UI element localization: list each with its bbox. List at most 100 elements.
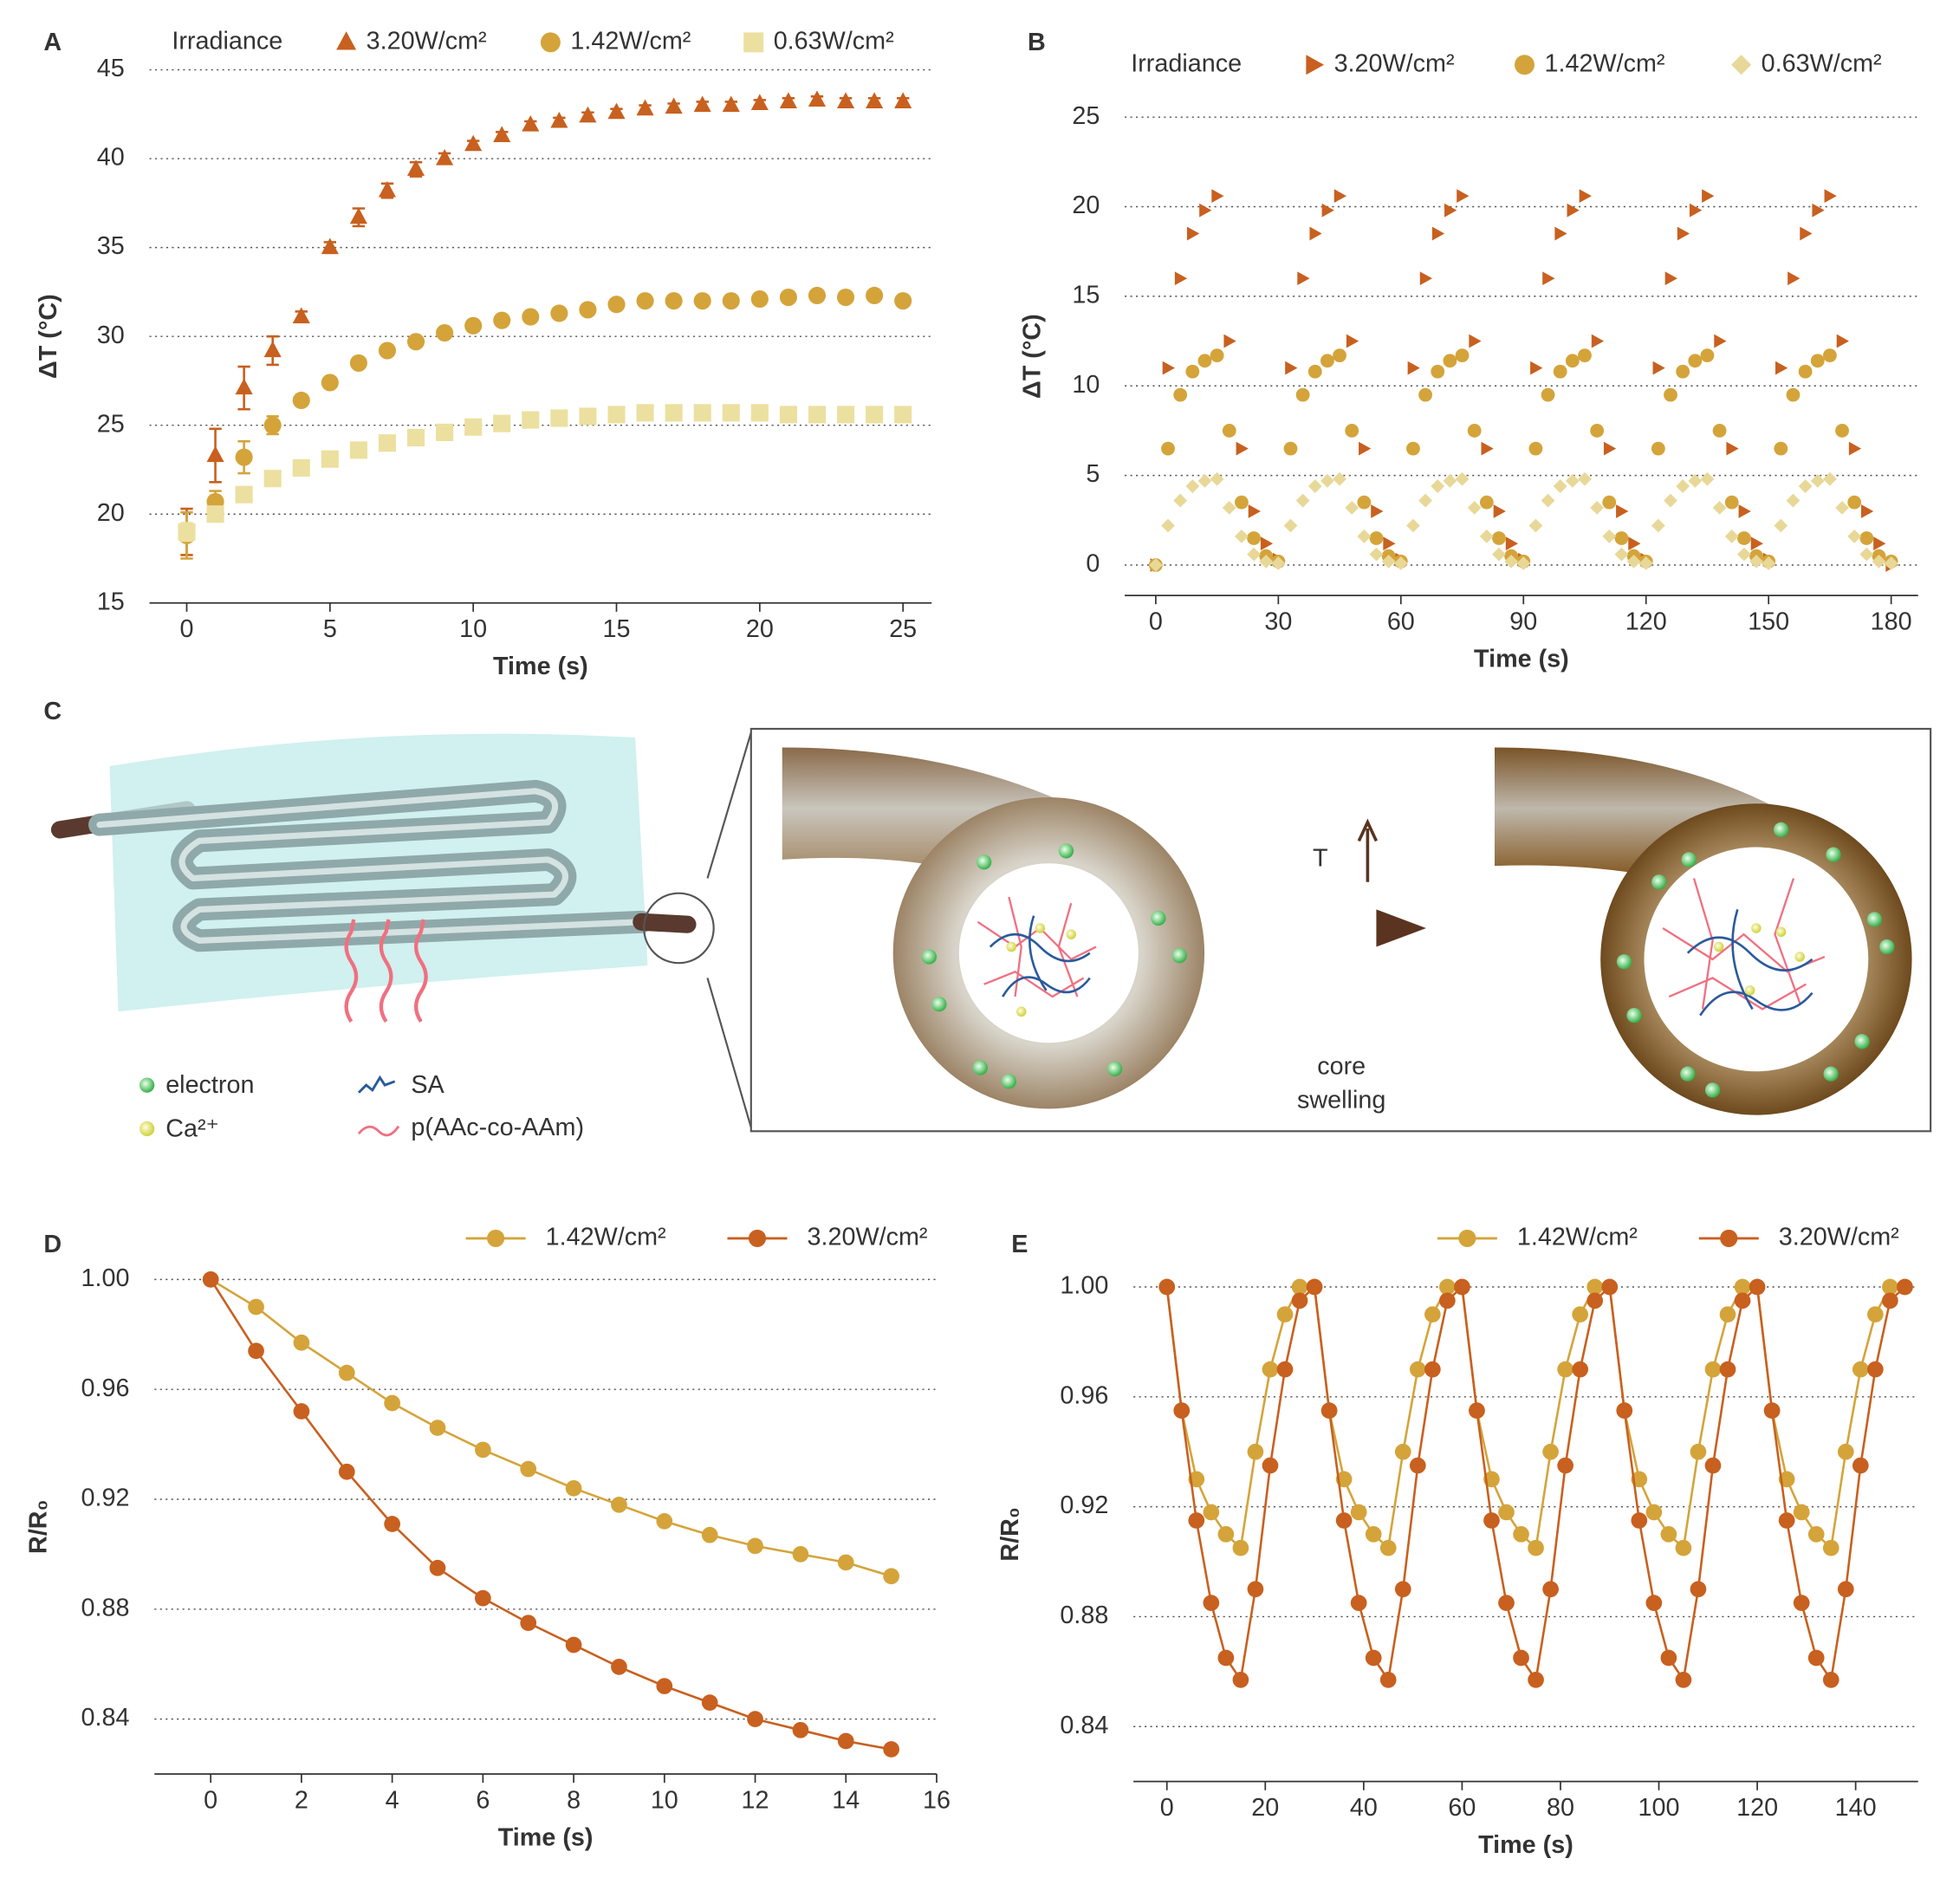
series-line	[210, 1278, 892, 1751]
data-point	[1557, 1457, 1573, 1474]
data-point	[206, 445, 224, 463]
data-point	[1567, 203, 1580, 218]
data-point	[1431, 226, 1445, 241]
data-point	[464, 418, 483, 436]
legend-label: 1.42W/cm²	[570, 28, 691, 55]
x-tick-label: 60	[1387, 608, 1415, 635]
data-point	[837, 1554, 854, 1571]
data-point	[701, 1526, 718, 1543]
data-point	[1859, 531, 1874, 545]
data-point	[750, 404, 769, 422]
data-point	[1724, 530, 1739, 543]
data-point	[1810, 473, 1825, 488]
data-point	[1379, 1539, 1397, 1556]
data-point	[1223, 334, 1236, 348]
data-point	[1677, 226, 1690, 241]
data-point	[837, 1732, 854, 1750]
x-axis-title: Time (s)	[493, 653, 588, 680]
data-point	[1702, 189, 1715, 204]
data-point	[1664, 493, 1677, 508]
legend-label: 3.20W/cm²	[1779, 1224, 1899, 1251]
data-point	[1690, 1443, 1707, 1460]
x-tick-label: 2	[295, 1786, 308, 1814]
data-point	[464, 316, 483, 335]
data-point	[1333, 189, 1346, 204]
data-point	[1409, 1361, 1426, 1378]
data-point	[1161, 441, 1175, 456]
data-point	[1542, 1443, 1559, 1460]
data-point	[493, 414, 511, 432]
network	[1686, 909, 1814, 1017]
data-point	[1590, 424, 1605, 438]
legend-label: 3.20W/cm²	[1334, 49, 1455, 77]
x-tick-label: 60	[1448, 1794, 1476, 1822]
data-point	[1835, 500, 1849, 515]
data-point	[1793, 1504, 1810, 1521]
data-point	[1553, 479, 1567, 493]
data-point	[1492, 531, 1506, 545]
x-axis-title: Time (s)	[498, 1823, 594, 1851]
data-point	[263, 416, 282, 434]
data-point	[1835, 424, 1849, 438]
data-point	[378, 341, 397, 360]
data-point	[1578, 348, 1592, 363]
x-tick-label: 120	[1625, 608, 1667, 635]
y-tick-label: 40	[97, 144, 125, 172]
data-point	[1419, 271, 1433, 286]
legend-calcium	[140, 1121, 155, 1137]
y-tick-label: 15	[97, 588, 125, 615]
data-point	[522, 308, 540, 326]
data-point	[1897, 1278, 1913, 1296]
data-point	[1528, 1539, 1544, 1556]
data-point	[1572, 1306, 1589, 1323]
data-point	[1431, 479, 1445, 493]
y-axis-title: ΔT (°C)	[35, 294, 62, 379]
data-point	[894, 292, 912, 310]
data-point	[1291, 1278, 1308, 1296]
data-point	[1700, 471, 1715, 486]
data-point	[1350, 1595, 1367, 1611]
data-point	[178, 523, 196, 541]
data-point	[1185, 479, 1200, 493]
data-point	[1162, 361, 1175, 375]
data-point	[665, 97, 683, 114]
data-point	[1173, 1402, 1191, 1419]
data-point	[235, 378, 253, 395]
data-point	[248, 1342, 264, 1360]
electrons	[1616, 822, 1895, 1098]
data-point	[1714, 334, 1727, 348]
data-point	[406, 159, 425, 176]
x-tick-label: 25	[889, 615, 917, 643]
electrons	[921, 843, 1187, 1089]
panel-label: B	[1028, 29, 1046, 56]
y-tick-label: 25	[97, 410, 125, 438]
legend-label: 1.42W/cm²	[1545, 49, 1665, 77]
data-point	[1418, 387, 1433, 402]
data-point	[693, 292, 711, 310]
data-point	[722, 95, 740, 113]
data-point	[665, 404, 683, 422]
data-point	[1148, 558, 1163, 572]
data-point	[436, 423, 454, 441]
y-tick-label: 45	[97, 55, 125, 82]
data-point	[1734, 1292, 1751, 1309]
data-point	[1586, 1292, 1604, 1309]
legend-marker	[743, 32, 764, 53]
y-tick-label: 1.00	[81, 1264, 130, 1292]
y-tick-label: 15	[1072, 281, 1100, 309]
data-point	[1455, 348, 1470, 363]
data-point	[1675, 1539, 1692, 1556]
x-tick-label: 20	[746, 615, 774, 643]
data-point	[1614, 531, 1629, 545]
series-line	[210, 1278, 892, 1577]
data-point	[1394, 1581, 1411, 1598]
data-point	[1660, 1649, 1677, 1667]
data-point	[894, 92, 912, 108]
data-point	[1590, 500, 1605, 515]
data-point	[1837, 1443, 1854, 1460]
data-point	[1185, 364, 1200, 379]
data-point	[1516, 556, 1531, 570]
data-point	[1467, 500, 1482, 515]
data-point	[1736, 547, 1751, 562]
data-point	[1762, 556, 1776, 570]
